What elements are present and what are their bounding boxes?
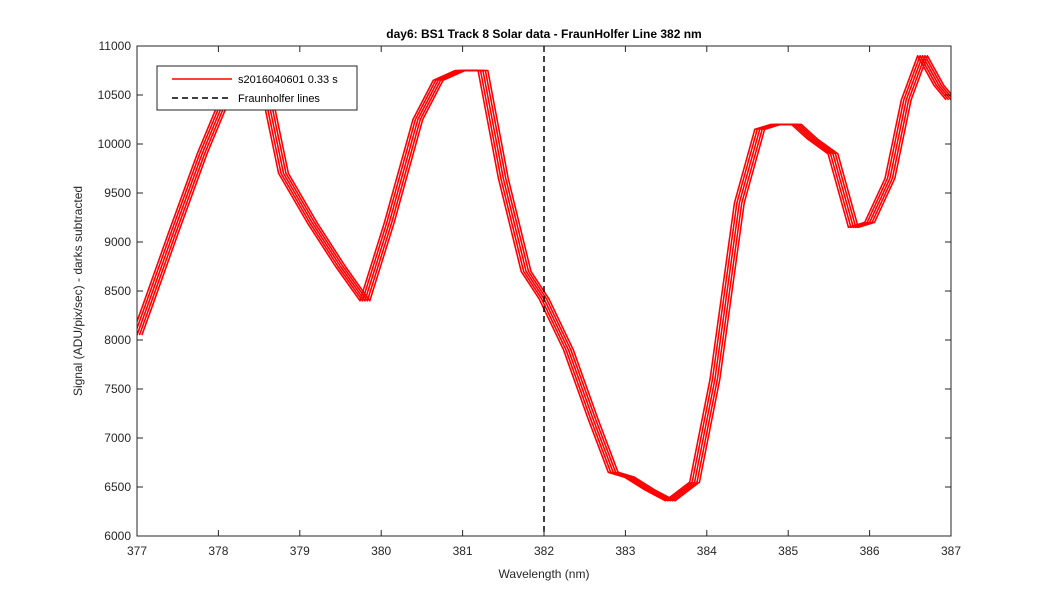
x-axis-label: Wavelength (nm) — [499, 567, 590, 581]
y-tick-label: 9500 — [104, 186, 131, 200]
y-tick-label: 9000 — [104, 235, 131, 249]
x-tick-label: 378 — [208, 544, 228, 558]
legend-box — [156, 65, 358, 111]
x-tick-label: 381 — [453, 544, 473, 558]
y-tick-label: 10500 — [98, 88, 132, 102]
series-line-0-trace-2 — [137, 54, 951, 502]
series-line-0-trace-4 — [141, 54, 951, 502]
y-tick-label: 10000 — [98, 137, 132, 151]
legend-label-series: s2016040601 0.33 s — [238, 74, 338, 86]
x-tick-label: 383 — [615, 544, 635, 558]
x-tick-label: 382 — [534, 544, 554, 558]
x-tick-label: 385 — [778, 544, 798, 558]
chart-title: day6: BS1 Track 8 Solar data - FraunHolf… — [386, 27, 701, 41]
x-tick-label: 384 — [697, 544, 717, 558]
series-line-0-trace-0 — [137, 54, 947, 502]
y-tick-label: 8000 — [104, 333, 131, 347]
x-tick-label: 387 — [941, 544, 961, 558]
y-axis: 6000 6500 7000 7500 8000 8500 9000 9500 10000 105… — [98, 39, 951, 543]
y-tick-label: 7000 — [104, 431, 131, 445]
x-tick-label: 386 — [860, 544, 880, 558]
x-axis: 377 378 379 380 381 382 383 384 385 386 387 — [127, 46, 961, 558]
x-tick-label: 377 — [127, 544, 147, 558]
legend-label-fraunholfer: Fraunholfer lines — [238, 93, 320, 105]
x-tick-label: 380 — [371, 544, 391, 558]
legend: s2016040601 0.33 s Fraunholfer lines — [156, 65, 358, 111]
series-line-0-trace-3 — [138, 54, 951, 502]
y-tick-label: 11000 — [99, 39, 132, 53]
x-tick-label: 379 — [290, 544, 310, 558]
y-tick-label: 6500 — [104, 480, 131, 494]
series-layer — [137, 54, 951, 502]
y-tick-label: 6000 — [104, 529, 131, 543]
y-tick-label: 8500 — [104, 284, 131, 298]
y-tick-label: 7500 — [104, 382, 131, 396]
series-line-0-trace-1 — [137, 54, 950, 502]
y-axis-label: Signal (ADU/pix/sec) - darks subtracted — [71, 186, 85, 396]
